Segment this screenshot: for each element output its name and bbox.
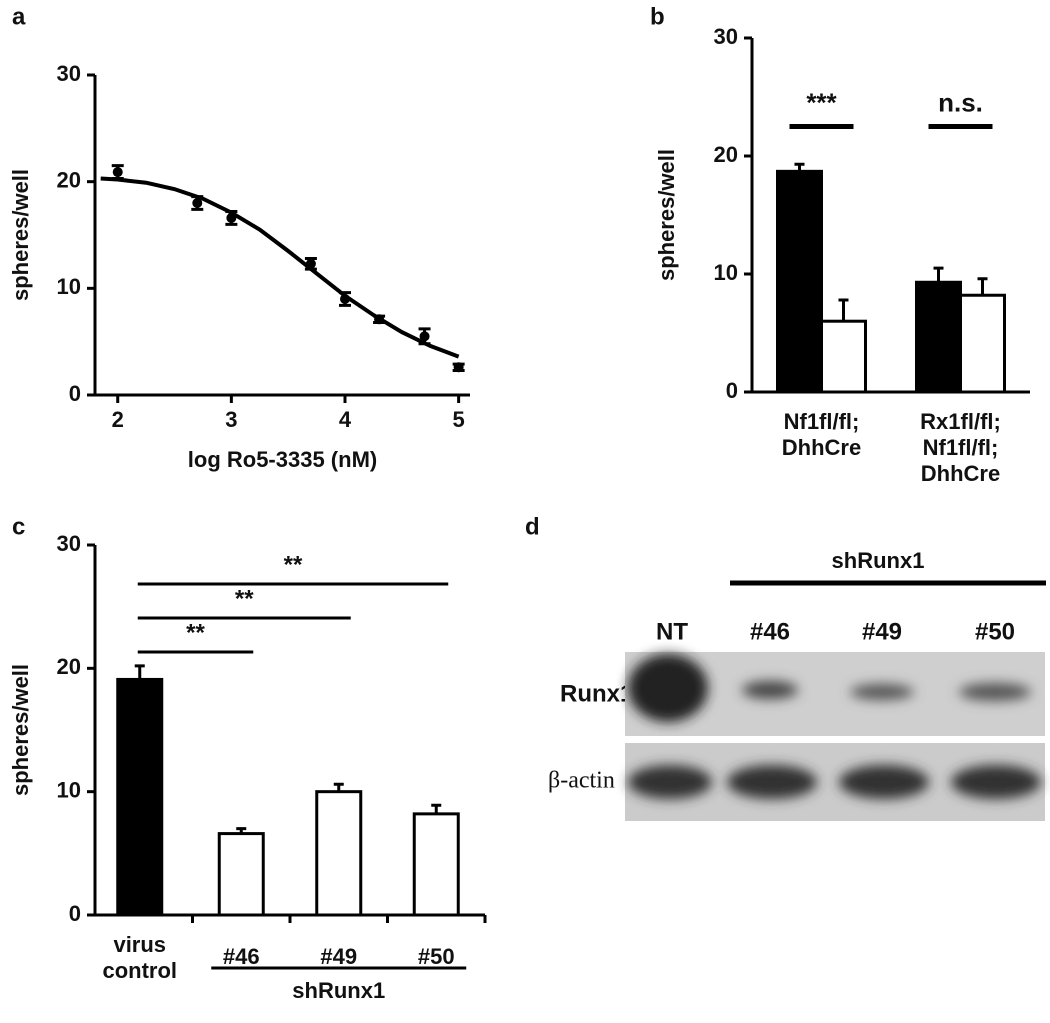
- y-axis-label: spheres/well: [8, 169, 33, 301]
- x-tick-label: Nf1fl/fl;: [784, 409, 860, 434]
- bands: [628, 654, 1041, 799]
- bar: [412, 812, 460, 917]
- x-tick-label: DhhCre: [921, 461, 1000, 486]
- y-tick-label: 30: [57, 61, 81, 86]
- lane-label: #50: [975, 618, 1015, 645]
- group-label: shRunx1: [292, 978, 385, 1003]
- y-tick-label: 10: [714, 260, 738, 285]
- bar: [820, 319, 867, 394]
- x-tick-label: 2: [112, 407, 124, 432]
- y-tick-label: 10: [57, 777, 81, 802]
- bar: [959, 293, 1006, 394]
- significance-label: n.s.: [938, 87, 983, 117]
- significance-label: **: [235, 585, 254, 612]
- row-label: β-actin: [548, 768, 615, 794]
- y-tick-label: 30: [714, 24, 738, 49]
- point: [226, 212, 237, 223]
- y-tick-label: 0: [69, 901, 81, 926]
- x-tick-label: virus: [113, 932, 166, 957]
- y-axis-label: spheres/well: [654, 149, 679, 281]
- point: [340, 294, 350, 304]
- panel-label: d: [525, 513, 540, 540]
- bar: [776, 169, 823, 394]
- x-tick-label: control: [102, 958, 177, 983]
- x-tick-label: #50: [418, 944, 455, 969]
- panel-label: a: [12, 3, 26, 30]
- fit-line: [100, 176, 460, 359]
- blot-group-label: shRunx1: [832, 548, 925, 573]
- x-tick-label: #46: [223, 944, 260, 969]
- bar: [116, 677, 164, 917]
- x-tick-label: 4: [339, 407, 352, 432]
- x-tick-label: #49: [320, 944, 357, 969]
- x-tick-label: Rx1fl/fl;: [920, 409, 1001, 434]
- y-tick-label: 0: [69, 381, 81, 406]
- y-axis-label: spheres/well: [8, 664, 33, 796]
- panel-label: b: [650, 3, 665, 30]
- y-tick-label: 20: [714, 142, 738, 167]
- x-tick-label: 3: [225, 407, 237, 432]
- significance-label: **: [284, 551, 303, 578]
- lane-label: #49: [862, 618, 902, 645]
- y-tick-label: 20: [57, 167, 81, 192]
- significance-label: **: [186, 619, 205, 646]
- bar: [217, 832, 265, 917]
- x-axis-label: log Ro5-3335 (nM): [188, 447, 377, 472]
- row-label: Runx1: [560, 680, 633, 707]
- y-tick-label: 20: [57, 654, 81, 679]
- lane-label: NT: [656, 618, 688, 645]
- point: [305, 258, 316, 269]
- x-tick-label: 5: [453, 407, 465, 432]
- x-tick-label: DhhCre: [782, 435, 861, 460]
- point: [112, 167, 123, 178]
- bar: [915, 280, 962, 394]
- panel-label: c: [12, 513, 25, 540]
- point: [374, 314, 385, 325]
- y-tick-label: 0: [726, 378, 738, 403]
- point: [192, 198, 203, 208]
- x-tick-label: Nf1fl/fl;: [923, 435, 999, 460]
- lane-label: #46: [750, 618, 790, 645]
- y-tick-label: 10: [57, 274, 81, 299]
- bar: [315, 790, 363, 917]
- y-tick-label: 30: [57, 531, 81, 556]
- point: [419, 331, 430, 342]
- point: [453, 362, 464, 373]
- blot: shRunx1 NT #46 #49 #50 Runx1 β-actin: [548, 548, 1046, 821]
- significance-label: ***: [806, 87, 837, 117]
